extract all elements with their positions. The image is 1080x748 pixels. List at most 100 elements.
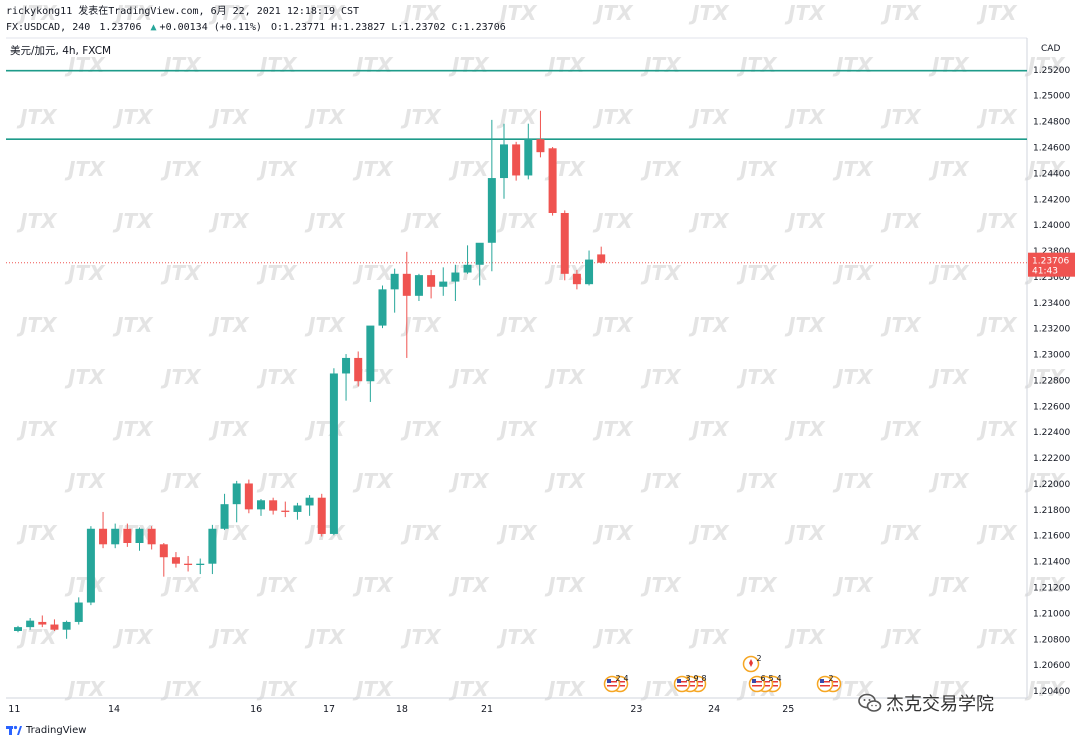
candle-body xyxy=(62,621,71,630)
wechat-watermark: 杰克交易学院 xyxy=(858,690,994,716)
candle[interactable] xyxy=(196,558,205,575)
candle-body xyxy=(536,139,545,153)
watermark-text: JTX xyxy=(736,53,778,77)
candle-body xyxy=(38,621,47,625)
candle[interactable] xyxy=(135,527,144,551)
candle[interactable] xyxy=(184,555,193,572)
candle[interactable] xyxy=(208,524,217,575)
candle[interactable] xyxy=(354,351,363,387)
watermark-text: JTX xyxy=(112,209,154,233)
bar-countdown: 41:43 xyxy=(1032,267,1058,277)
candle[interactable] xyxy=(62,620,71,639)
candle[interactable] xyxy=(317,493,326,537)
event-count-label: 3 xyxy=(685,674,690,683)
candle[interactable] xyxy=(475,242,484,286)
time-tick-label: 11 xyxy=(8,704,20,715)
candle[interactable] xyxy=(74,597,83,625)
candle[interactable] xyxy=(220,493,229,531)
flag-stripe xyxy=(607,681,617,683)
watermark-text: JTX xyxy=(16,1,58,25)
candle[interactable] xyxy=(500,123,508,199)
candle[interactable] xyxy=(536,110,545,158)
candle[interactable] xyxy=(597,246,606,264)
candle[interactable] xyxy=(487,119,496,272)
symbol-label[interactable]: 美元/加元, 4h, FXCM xyxy=(10,45,112,57)
watermark-text: JTX xyxy=(832,157,874,181)
candle-body xyxy=(475,242,484,265)
candle[interactable] xyxy=(378,285,387,329)
candle[interactable] xyxy=(171,552,180,568)
candle[interactable] xyxy=(329,368,338,536)
candle[interactable] xyxy=(14,625,22,633)
candle[interactable] xyxy=(414,273,423,301)
candle[interactable] xyxy=(451,264,460,301)
candle[interactable] xyxy=(524,123,533,180)
candle[interactable] xyxy=(281,501,290,518)
candles[interactable] xyxy=(14,110,606,639)
price-tick-label: 1.24000 xyxy=(1033,221,1070,231)
candle[interactable] xyxy=(427,269,436,299)
flag-stripe xyxy=(820,681,830,683)
candle[interactable] xyxy=(38,615,47,628)
candle[interactable] xyxy=(572,269,581,290)
horizontal-levels[interactable] xyxy=(6,69,1027,264)
event-group[interactable]: 2 xyxy=(816,674,842,693)
candle-body xyxy=(390,273,399,290)
candle[interactable] xyxy=(463,245,472,274)
candle[interactable] xyxy=(293,502,302,520)
price-tick-label: 1.21200 xyxy=(1033,584,1070,594)
candle[interactable] xyxy=(111,523,120,549)
candle[interactable] xyxy=(560,210,569,281)
watermark-text: JTX xyxy=(880,417,922,441)
watermark-text: JTX xyxy=(928,53,970,77)
candle[interactable] xyxy=(147,526,156,550)
candle[interactable] xyxy=(123,523,132,547)
candle[interactable] xyxy=(512,141,521,181)
watermark-text: JTX xyxy=(64,53,106,77)
event-count-label: 5 xyxy=(768,674,773,683)
watermark-text: JTX xyxy=(160,157,202,181)
flag-stripe xyxy=(677,685,687,687)
candle-body xyxy=(159,544,168,558)
watermark-text: JTX xyxy=(448,53,490,77)
candle-body xyxy=(512,144,521,176)
candle[interactable] xyxy=(342,354,351,401)
tradingview-logo[interactable]: TradingView xyxy=(6,724,86,736)
price-axis[interactable]: CAD 1.20400 1.20600 1.20800 1.21000 1.21200 1.… xyxy=(1028,44,1075,697)
candle-body xyxy=(427,275,436,287)
candle[interactable] xyxy=(269,497,278,515)
ohlc-values: O:1.23771 H:1.23827 L:1.23702 C:1.23706 xyxy=(270,22,506,33)
event-group[interactable]: 6 5 4 2 xyxy=(742,654,782,693)
candle[interactable] xyxy=(585,250,594,286)
candle-body xyxy=(487,178,496,243)
candle[interactable] xyxy=(26,618,35,630)
candle[interactable] xyxy=(257,499,265,516)
watermark-text: JTX xyxy=(304,625,346,649)
watermark-text: JTX xyxy=(688,105,730,129)
watermark-text: JTX xyxy=(736,261,778,285)
watermark-text: JTX xyxy=(160,261,202,285)
price-tick-label: 1.23800 xyxy=(1033,247,1070,257)
economic-events[interactable]: 2 4 3 9 8 6 5 42 2 xyxy=(603,654,842,693)
flag-stripe xyxy=(685,681,695,683)
candle[interactable] xyxy=(366,325,375,402)
candle-body xyxy=(572,273,581,285)
candle[interactable] xyxy=(402,251,411,358)
candle[interactable] xyxy=(50,619,59,631)
candle[interactable] xyxy=(548,147,557,216)
candle[interactable] xyxy=(305,495,314,516)
candle[interactable] xyxy=(232,480,241,523)
candle[interactable] xyxy=(99,511,108,549)
maple-leaf xyxy=(749,659,753,667)
time-axis[interactable]: 11 14 16 17 18 21 23 24 25 xyxy=(8,704,794,715)
candle[interactable] xyxy=(390,268,399,313)
candle[interactable] xyxy=(86,526,95,606)
candle[interactable] xyxy=(159,543,168,577)
candle[interactable] xyxy=(244,479,253,514)
watermark-text: JTX xyxy=(16,313,58,337)
candle[interactable] xyxy=(439,267,448,296)
watermark-text: JTX xyxy=(976,1,1018,25)
